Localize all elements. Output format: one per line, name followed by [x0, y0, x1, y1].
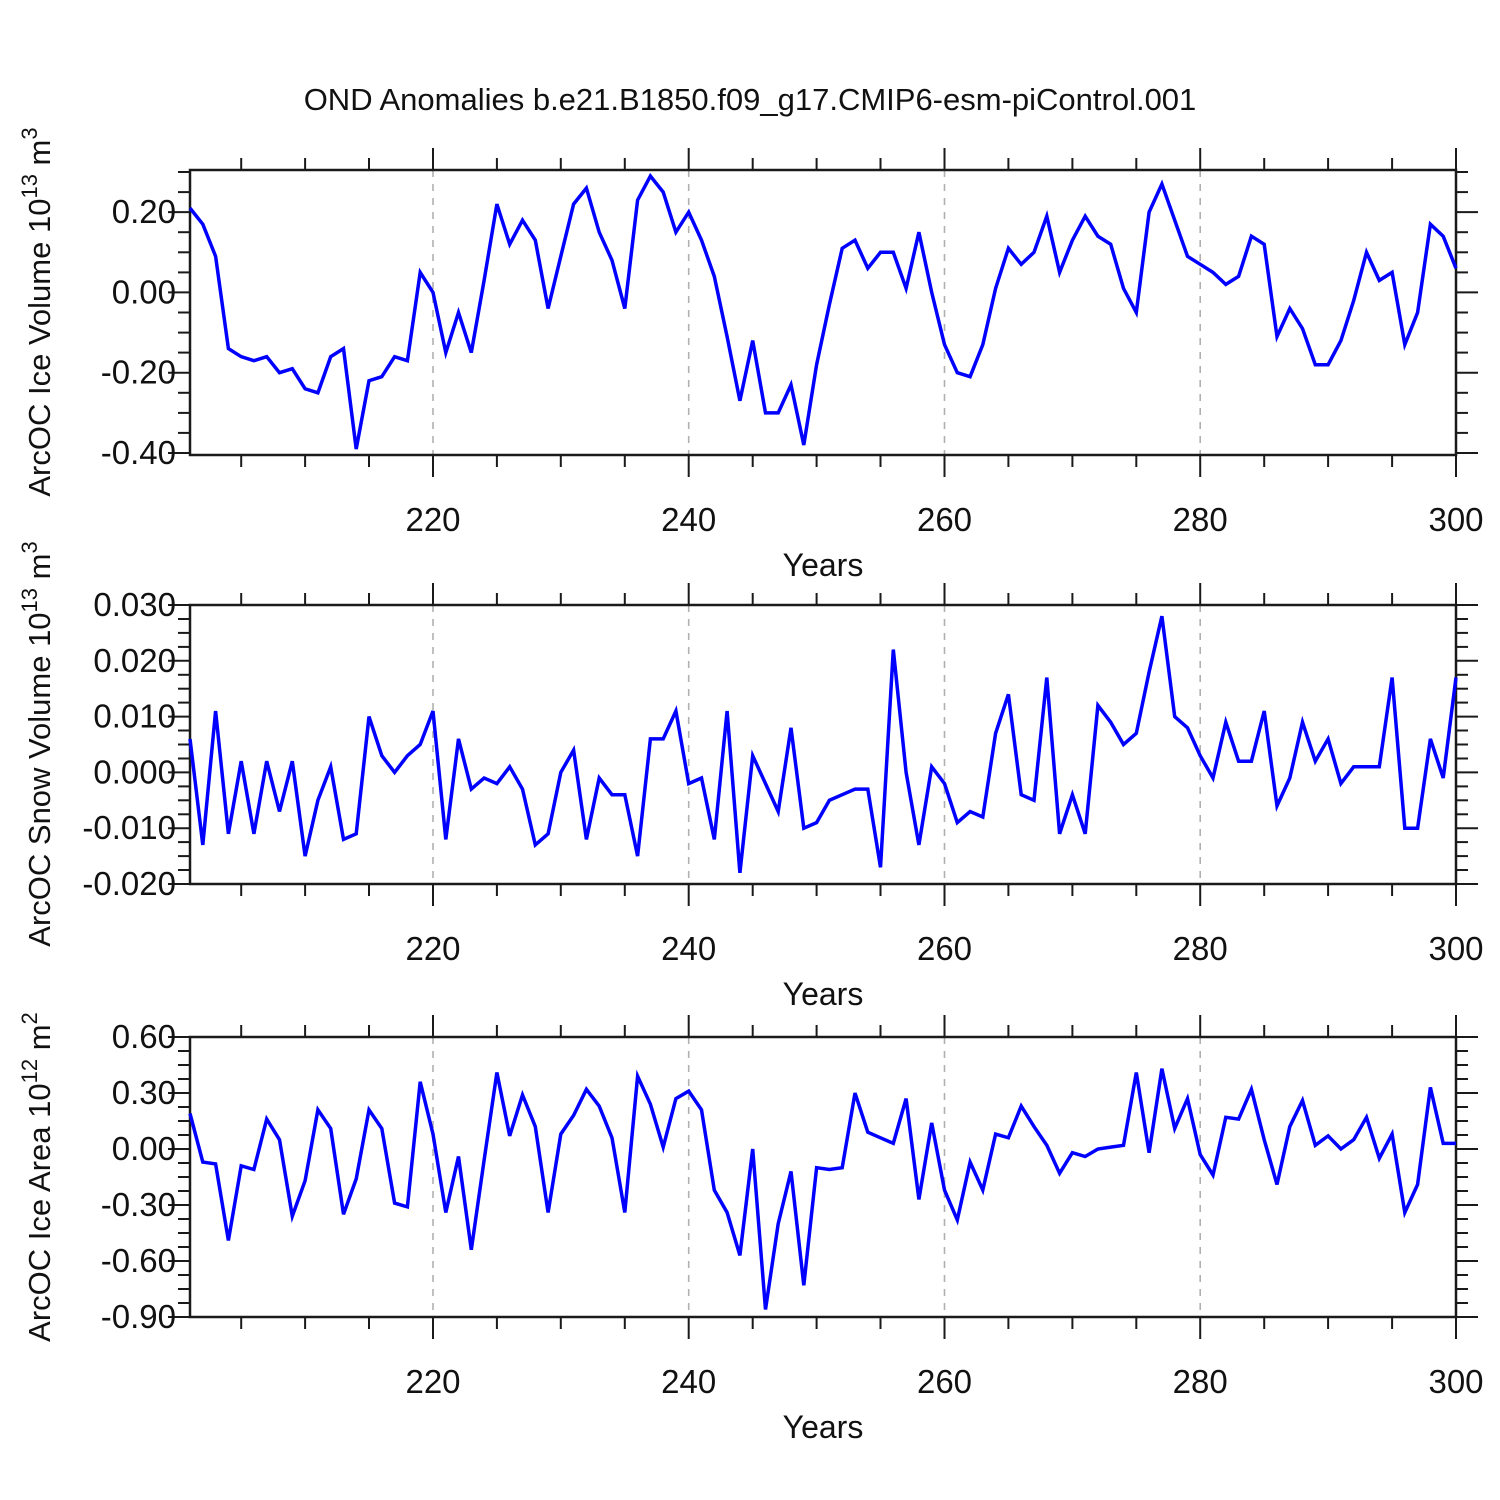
x-axis-title: Years: [783, 547, 864, 583]
y-tick-label: 0.030: [93, 586, 176, 623]
y-tick-label: -0.010: [82, 809, 176, 846]
y-tick-label: 0.010: [93, 698, 176, 735]
y-tick-label: 0.00: [112, 273, 176, 310]
panel-ice-volume: 0.20 0.00 -0.20 -0.40 220 240 260 280 300 Years: [101, 148, 1484, 583]
y-tick-label: -0.020: [82, 865, 176, 902]
plot-border: [188, 168, 1458, 457]
y-tick-label: 0.20: [112, 193, 176, 230]
x-tick-label: 220: [405, 1363, 460, 1400]
panel-ice-area: 0.60 0.30 0.00 -0.30 -0.60 -0.90 220 240 260 280 3…: [101, 1015, 1484, 1445]
y-tick-label: 0.00: [112, 1130, 176, 1167]
x-tick-label: 300: [1428, 930, 1483, 967]
x-tick-label: 260: [917, 930, 972, 967]
x-tick-label: 280: [1173, 501, 1228, 538]
x-tick-label: 240: [661, 1363, 716, 1400]
y-tick-label: -0.60: [101, 1242, 176, 1279]
series-ice-area: [188, 1068, 1456, 1310]
x-tick-label: 260: [917, 1363, 972, 1400]
chart-title: OND Anomalies b.e21.B1850.f09_g17.CMIP6-…: [303, 82, 1197, 117]
y-tick-label: 0.60: [112, 1018, 176, 1055]
plot-border: [188, 1035, 1458, 1319]
series-ice-volume: [188, 172, 1458, 450]
x-tick-label: 240: [661, 930, 716, 967]
y-tick-label: -0.30: [101, 1186, 176, 1223]
x-tick-label: 300: [1428, 501, 1483, 538]
x-tick-label: 220: [405, 930, 460, 967]
y-tick-label: -0.20: [101, 354, 176, 391]
y-tick-label: 0.020: [93, 642, 176, 679]
x-axis-title: Years: [783, 1409, 864, 1445]
x-tick-label: 220: [405, 501, 460, 538]
y-tick-label: -0.90: [101, 1298, 176, 1335]
series-snow-volume: [188, 615, 1458, 873]
y-tick-label: 0.000: [93, 753, 176, 790]
y-tick-label: 0.30: [112, 1074, 176, 1111]
x-tick-label: 240: [661, 501, 716, 538]
x-tick-label: 280: [1173, 930, 1228, 967]
panel-snow-volume: 0.030 0.020 0.010 0.000 -0.010 -0.020 220 240 26…: [82, 583, 1484, 1012]
x-tick-label: 260: [917, 501, 972, 538]
x-tick-label: 280: [1173, 1363, 1228, 1400]
x-tick-label: 300: [1428, 1363, 1483, 1400]
y-tick-label: -0.40: [101, 434, 176, 471]
x-axis-title: Years: [783, 976, 864, 1012]
